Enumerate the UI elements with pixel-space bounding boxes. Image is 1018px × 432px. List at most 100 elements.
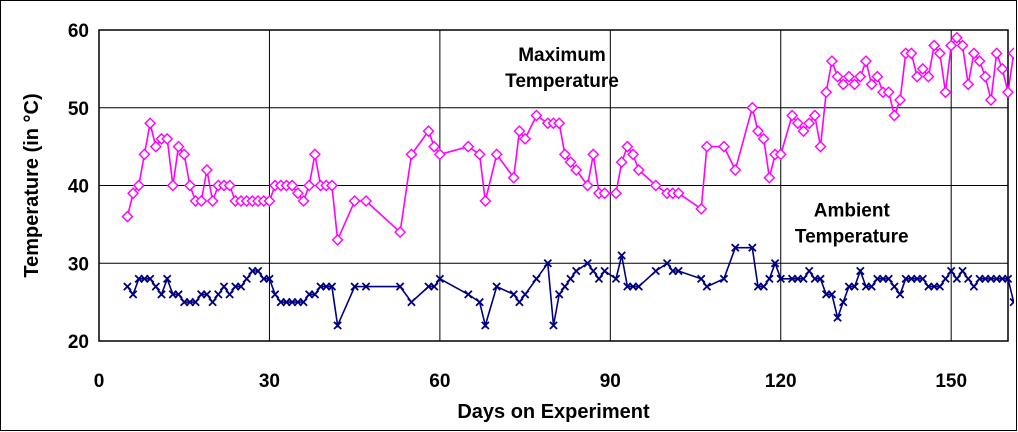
data-point bbox=[509, 290, 518, 299]
data-point bbox=[797, 125, 810, 138]
data-point bbox=[615, 156, 628, 169]
data-point bbox=[308, 148, 321, 161]
data-point bbox=[627, 148, 640, 161]
data-point bbox=[200, 163, 213, 176]
data-point bbox=[138, 148, 151, 161]
data-point bbox=[979, 70, 992, 83]
data-point bbox=[178, 148, 191, 161]
data-point bbox=[958, 266, 967, 276]
data-point bbox=[128, 290, 138, 299]
data-point bbox=[651, 266, 660, 276]
data-point bbox=[560, 282, 570, 291]
annotation-1: Maximum Temperature bbox=[505, 45, 619, 92]
data-point bbox=[933, 47, 946, 60]
data-point bbox=[191, 297, 200, 307]
data-point bbox=[839, 297, 848, 307]
data-point bbox=[297, 195, 310, 208]
data-point bbox=[473, 148, 486, 161]
data-point bbox=[530, 109, 543, 122]
data-point bbox=[253, 266, 263, 276]
data-point bbox=[911, 70, 924, 83]
data-point bbox=[422, 125, 435, 138]
data-point bbox=[774, 148, 787, 161]
x-tick-label: 90 bbox=[600, 371, 621, 392]
data-point bbox=[729, 163, 742, 176]
data-point bbox=[333, 321, 342, 330]
data-point bbox=[286, 179, 299, 192]
data-point bbox=[990, 47, 1003, 60]
y-tick-label: 40 bbox=[68, 177, 89, 198]
data-point bbox=[935, 282, 945, 291]
data-point bbox=[833, 313, 842, 322]
data-point bbox=[859, 55, 872, 68]
data-point bbox=[717, 140, 730, 153]
data-point bbox=[172, 140, 185, 153]
data-point bbox=[132, 179, 145, 192]
data-point bbox=[270, 290, 280, 299]
data-point bbox=[405, 148, 418, 161]
data-point bbox=[950, 31, 963, 44]
data-point bbox=[589, 266, 598, 276]
axis-tick-labels: 0 30 60 90 120 150 20 30 40 50 60 bbox=[68, 21, 967, 392]
data-point bbox=[350, 282, 359, 291]
data-point bbox=[888, 109, 901, 122]
data-point bbox=[825, 55, 838, 68]
data-point bbox=[479, 195, 492, 208]
x-tick-label: 0 bbox=[94, 371, 105, 392]
data-point bbox=[895, 290, 905, 299]
data-point bbox=[1007, 47, 1014, 60]
data-point bbox=[166, 179, 179, 192]
annotation-text: Maximum bbox=[518, 45, 606, 66]
data-point bbox=[174, 290, 183, 299]
data-point bbox=[941, 274, 950, 284]
data-point bbox=[719, 274, 729, 284]
data-point bbox=[695, 202, 708, 215]
data-point bbox=[225, 290, 234, 299]
data-point bbox=[475, 297, 484, 307]
data-point bbox=[674, 266, 683, 276]
data-point bbox=[587, 148, 600, 161]
data-point bbox=[219, 282, 229, 291]
data-point bbox=[263, 195, 276, 208]
data-point bbox=[183, 179, 196, 192]
data-point bbox=[149, 140, 162, 153]
data-point bbox=[945, 39, 958, 52]
data-point bbox=[571, 266, 581, 276]
y-tick-label: 50 bbox=[68, 99, 89, 120]
data-point bbox=[223, 179, 236, 192]
series bbox=[121, 31, 1014, 330]
data-point bbox=[842, 70, 855, 83]
data-point bbox=[967, 47, 980, 60]
data-point bbox=[532, 274, 541, 284]
data-point bbox=[786, 109, 799, 122]
data-point bbox=[827, 290, 837, 299]
data-point bbox=[127, 187, 140, 200]
data-point bbox=[963, 274, 973, 284]
data-point bbox=[973, 55, 986, 68]
data-point bbox=[763, 171, 776, 184]
data-point bbox=[331, 233, 344, 246]
data-point bbox=[672, 187, 685, 200]
data-point bbox=[820, 86, 833, 99]
data-point bbox=[121, 210, 134, 223]
data-point bbox=[151, 282, 161, 291]
data-point bbox=[558, 148, 571, 161]
annotation-text: Temperature bbox=[795, 227, 909, 248]
data-point bbox=[831, 70, 844, 83]
annotation-text: Temperature bbox=[505, 71, 619, 92]
data-point bbox=[327, 282, 337, 291]
data-point bbox=[632, 163, 645, 176]
x-tick-label: 120 bbox=[765, 371, 797, 392]
data-point bbox=[566, 274, 575, 284]
data-point bbox=[996, 62, 1009, 75]
annotations: Maximum Temperature Ambient Temperature bbox=[505, 45, 908, 248]
data-point bbox=[507, 171, 520, 184]
data-point bbox=[303, 179, 316, 192]
data-point bbox=[600, 266, 609, 276]
data-point bbox=[554, 290, 564, 299]
data-point bbox=[462, 140, 475, 153]
data-point bbox=[543, 259, 553, 268]
x-tick-label: 30 bbox=[259, 371, 280, 392]
data-point bbox=[905, 47, 918, 60]
